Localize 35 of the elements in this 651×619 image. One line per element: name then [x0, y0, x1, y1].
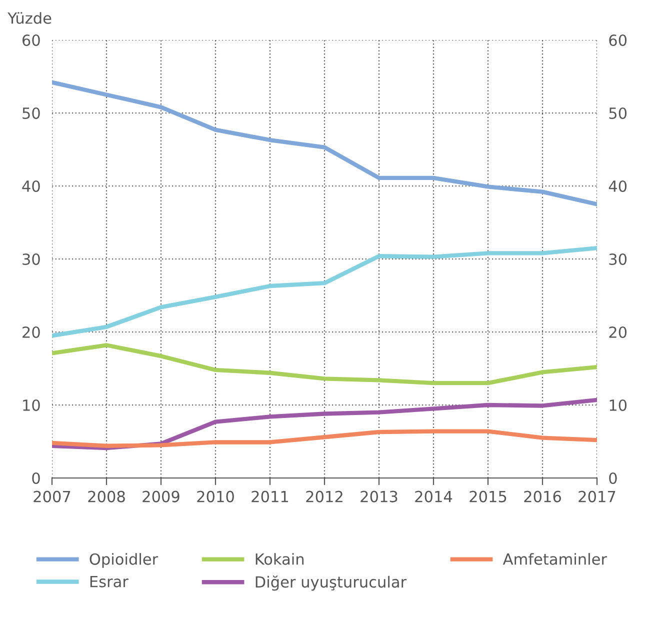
y-tick-label: 0: [32, 472, 40, 484]
y2-tick-label: 30: [609, 253, 627, 266]
legend-label: Esrar: [90, 576, 128, 588]
x-tick-label: 2017: [578, 490, 616, 502]
y2-tick-label: 40: [608, 180, 627, 192]
legend-label: Kokain: [256, 553, 304, 565]
y-tick-label: 60: [22, 34, 40, 46]
y2-tick-label: 10: [610, 399, 627, 412]
line-series: [52, 429, 597, 448]
legend-label: Diğer uyuşturucular: [256, 575, 407, 591]
x-tick-label: 2015: [470, 490, 506, 502]
y2-tick-label: 0: [609, 472, 617, 484]
legend-label: Amfetaminler: [502, 553, 608, 565]
y-tick-label: 40: [22, 180, 40, 192]
x-tick-label: 2010: [197, 490, 234, 502]
x-tick-label: 2013: [360, 490, 398, 502]
y-tick-label: 50: [22, 107, 40, 120]
line-series: [52, 246, 597, 338]
y2-tick-label: 50: [609, 107, 627, 120]
y-tick-label: 30: [22, 253, 40, 266]
x-tick-label: 2011: [252, 490, 288, 502]
y2-tick-label: 60: [609, 34, 627, 46]
x-tick-label: 2007: [34, 490, 70, 502]
legend-label: Opioidler: [90, 553, 158, 568]
x-tick-label: 2012: [306, 490, 342, 502]
line-series: [52, 343, 597, 386]
y2-tick-label: 20: [609, 326, 627, 338]
x-tick-label: 2016: [524, 490, 561, 502]
x-tick-label: 2009: [142, 490, 180, 502]
x-tick-label: 2008: [88, 490, 125, 502]
y-axis-title: Yüzde: [8, 12, 52, 24]
y-tick-label: 20: [22, 326, 40, 338]
y-tick-label: 10: [23, 399, 40, 412]
line-series: [52, 80, 597, 206]
x-tick-label: 2014: [415, 490, 452, 502]
